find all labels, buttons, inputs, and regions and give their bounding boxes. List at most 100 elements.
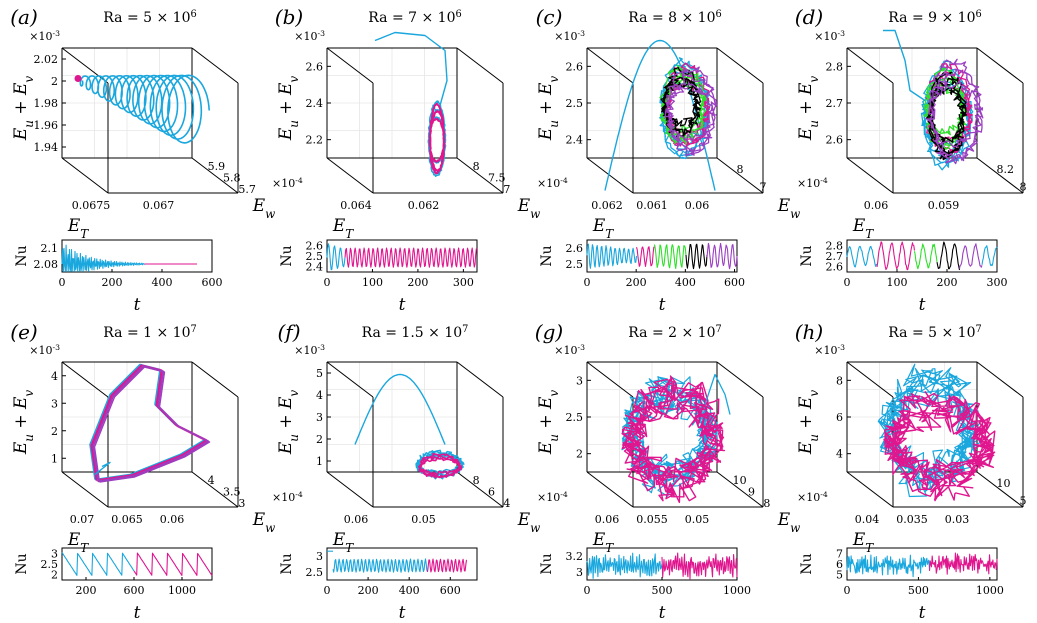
panel-label: (h) <box>795 320 824 344</box>
nu-axis-label: Nu <box>14 553 30 574</box>
t-tick-label: 400 <box>399 584 420 597</box>
t-axis-label: t <box>399 603 406 623</box>
z-tick-label: 5 <box>1020 494 1027 507</box>
trajectory-line <box>664 66 718 157</box>
nu-line <box>913 243 938 270</box>
z-tick-label: 8 <box>1020 180 1027 193</box>
t-axis-label: t <box>919 295 926 315</box>
box-edge <box>191 471 239 508</box>
trajectory-line <box>926 58 984 165</box>
panel-a: (a) Ra = 5 × 106 1.94 1.96 1.98 2 2.02 ×10-3 Eu … <box>10 5 303 315</box>
nu-axis-label: Nu <box>539 245 555 266</box>
panel-title: Ra = 5 × 107 <box>888 324 981 342</box>
nu-tick-label: 2.4 <box>306 261 324 274</box>
y-axis-label: Eu + Ev <box>796 76 821 142</box>
nu-timeseries: 2.42.52.6 Nu 0 100 200 300 t <box>279 239 478 315</box>
z-tick-label: 10 <box>733 474 747 487</box>
x-tick-label: 0.06 <box>344 513 369 526</box>
y-tick-label: 2.6 <box>566 60 584 73</box>
nu-line <box>586 243 638 269</box>
z-axis-label: Ew <box>252 196 276 221</box>
trajectory-line <box>93 366 211 483</box>
y-tick-label: 3 <box>576 374 583 387</box>
panel-label: (d) <box>795 5 823 29</box>
y-tick-label: 2.02 <box>34 53 59 66</box>
trajectory-line <box>374 31 448 106</box>
t-tick-label: 400 <box>152 276 173 289</box>
t-axis-label: t <box>134 295 141 315</box>
panel-g: (g) Ra = 2 × 107 2 2.5 3 ×10-3 Eu + Ev 0.06 0.05… <box>535 320 828 623</box>
z-tick-label: 3.5 <box>223 486 241 499</box>
t-tick-label: 0 <box>844 584 851 597</box>
nu-tick-label: 3 <box>576 566 583 579</box>
nu-axis-label: Nu <box>279 553 295 574</box>
box-edge <box>326 471 374 508</box>
t-tick-label: 1000 <box>976 584 1004 597</box>
x-tick-label: 0.059 <box>928 199 960 212</box>
box-edge <box>846 47 894 84</box>
trajectory-line <box>923 67 968 150</box>
nu-tick-label: 2.1 <box>41 242 59 255</box>
y-tick-label: 4 <box>51 370 58 383</box>
y-tick-label: 2 <box>51 425 58 438</box>
box-edge <box>326 157 374 194</box>
box-edge <box>716 157 764 194</box>
y-tick-label: 2.8 <box>826 60 844 73</box>
x-tick-label: 0.03 <box>945 513 970 526</box>
t-tick-label: 0 <box>59 276 66 289</box>
y-exponent: ×10-3 <box>29 343 60 358</box>
trajectory-line <box>94 461 111 476</box>
z-axis-label: Ew <box>777 196 801 221</box>
y-axis-label: Eu + Ev <box>276 76 301 142</box>
nu-line <box>936 241 961 271</box>
trajectory-line <box>883 29 926 102</box>
nu-line <box>133 552 213 576</box>
nu-line <box>426 558 468 573</box>
nu-axis-label: Nu <box>279 245 295 266</box>
x-axis-label: ET <box>852 530 874 555</box>
x-tick-label: 0.035 <box>896 513 928 526</box>
x-tick-label: 0.055 <box>636 513 668 526</box>
nu-axes-frame <box>846 239 998 273</box>
box-edge <box>61 157 109 194</box>
z-axis-label: Ew <box>517 196 541 221</box>
y-tick-label: 1.98 <box>34 97 59 110</box>
nu-line <box>332 558 429 573</box>
t-tick-label: 600 <box>124 584 145 597</box>
x-tick-label: 0.067 <box>143 199 175 212</box>
z-axis-label: Ew <box>252 510 276 535</box>
t-tick-label: 200 <box>626 276 647 289</box>
t-tick-label: 100 <box>362 276 383 289</box>
t-axis-label: t <box>399 295 406 315</box>
nu-tick-label: 6 <box>836 558 843 571</box>
t-tick-label: 100 <box>887 276 908 289</box>
y-tick-label: 1 <box>51 452 58 465</box>
box-edge <box>456 361 504 398</box>
x-tick-label: 0.0675 <box>72 199 111 212</box>
nu-tick-label: 3 <box>51 547 58 560</box>
nu-line <box>706 242 738 270</box>
x-tick-label: 0.05 <box>685 513 710 526</box>
nu-timeseries: 2.62.72.8 Nu 0 100 200 300 t <box>799 239 1008 315</box>
y-exponent: ×10-3 <box>554 29 585 44</box>
z-tick-label: 7.5 <box>488 172 506 185</box>
y-axis-label: Eu + Ev <box>536 76 561 142</box>
y-tick-label: 2.5 <box>566 97 584 110</box>
z-axis-label: Ew <box>777 510 801 535</box>
z-tick-label: 8.2 <box>997 163 1015 176</box>
panel-c: (c) Ra = 8 × 106 2.4 2.5 2.6 ×10-3 Eu + Ev 0.06… <box>536 5 828 315</box>
y-axis-label: Eu + Ev <box>796 390 821 456</box>
nu-axes-frame <box>326 547 478 581</box>
panel-title: Ra = 5 × 106 <box>103 9 196 27</box>
nu-line <box>326 243 346 271</box>
z-tick-label: 5.7 <box>238 183 256 196</box>
y-tick-label: 2.4 <box>306 97 324 110</box>
nu-tick-label: 3 <box>316 550 323 563</box>
t-tick-label: 400 <box>675 276 696 289</box>
nu-axis-label: Nu <box>799 245 815 266</box>
nu-line <box>846 245 878 268</box>
nu-tick-label: 7 <box>836 547 843 560</box>
nu-line <box>661 552 738 580</box>
